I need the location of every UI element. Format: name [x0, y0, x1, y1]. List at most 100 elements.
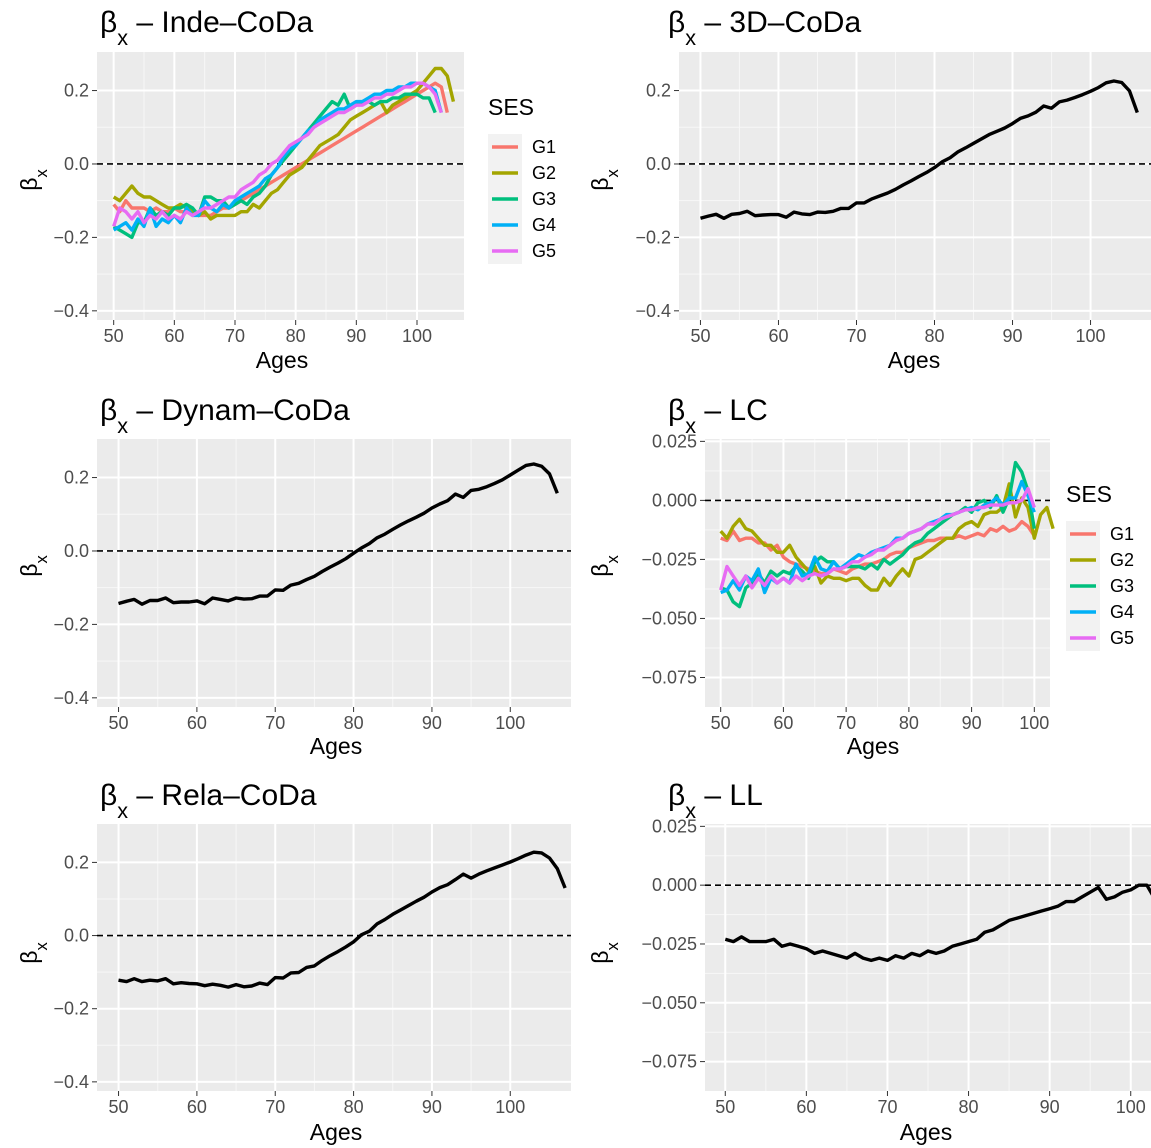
legend-label-g4: G4: [1110, 602, 1134, 622]
chart-title-text: – Dynam–CoDa: [128, 394, 350, 427]
x-tick-label: 90: [1040, 1097, 1060, 1117]
legend-label-g5: G5: [532, 241, 556, 261]
y-axis-label-subscript: x: [32, 942, 51, 951]
chart-title: βx – LL: [668, 779, 763, 823]
chart-title-subscript: x: [117, 25, 128, 50]
chart-title-subscript: x: [685, 413, 696, 438]
chart-title: βx – 3D–CoDa: [668, 6, 861, 50]
chart-title-text: – Rela–CoDa: [128, 779, 317, 812]
plot-panel: [97, 824, 571, 1091]
legend-label-g2: G2: [532, 163, 556, 183]
chart-title: βx – Rela–CoDa: [100, 779, 317, 823]
x-axis-label: Ages: [256, 347, 308, 373]
x-tick-label: 70: [877, 1097, 897, 1117]
series-line-g5: [112, 81, 443, 227]
x-tick-label: 80: [344, 713, 364, 733]
y-tick-label: 0.2: [646, 81, 671, 101]
chart-title-subscript: x: [685, 798, 696, 823]
x-tick-label: 70: [225, 326, 245, 346]
series-line-g1: [112, 81, 449, 218]
y-tick-label: −0.025: [641, 934, 697, 954]
x-tick-label: 80: [924, 326, 944, 346]
x-axis-label: Ages: [847, 733, 899, 759]
y-axis-label: βx: [587, 942, 622, 964]
y-tick-label: −0.050: [641, 608, 697, 628]
y-tick-label: 0.0: [646, 154, 671, 174]
x-tick-label: 100: [1019, 713, 1049, 733]
x-axis-label: Ages: [310, 1119, 362, 1145]
chart-title: βx – LC: [668, 394, 768, 438]
series-line-g5: [719, 486, 1036, 591]
legend-label-g1: G1: [1110, 524, 1134, 544]
y-axis-label: βx: [16, 555, 51, 577]
x-tick-label: 60: [187, 1097, 207, 1117]
series-line: [700, 79, 1139, 221]
chart-title-symbol: β: [668, 394, 685, 427]
y-axis-label-subscript: x: [603, 555, 622, 564]
y-tick-label: −0.050: [641, 993, 697, 1013]
x-tick-label: 90: [1003, 326, 1023, 346]
chart-title-symbol: β: [100, 394, 117, 427]
x-tick-label: 100: [495, 1097, 525, 1117]
chart-title-symbol: β: [100, 779, 117, 812]
y-tick-label: −0.4: [53, 301, 89, 321]
x-tick-label: 90: [422, 713, 442, 733]
y-axis-label-symbol: β: [16, 951, 42, 964]
y-tick-label: 0.000: [652, 490, 697, 510]
chart-title: βx – Dynam–CoDa: [100, 394, 350, 438]
x-axis-label: Ages: [310, 733, 362, 759]
x-tick-label: 50: [104, 326, 124, 346]
y-tick-label: 0.025: [652, 816, 697, 836]
x-tick-label: 60: [768, 326, 788, 346]
plot-panel: [679, 52, 1151, 320]
y-axis-label-symbol: β: [16, 178, 42, 191]
x-tick-label: 70: [836, 713, 856, 733]
chart-title-text: – LL: [696, 779, 763, 812]
x-tick-label: 100: [402, 326, 432, 346]
x-tick-label: 90: [422, 1097, 442, 1117]
y-tick-label: −0.075: [641, 1052, 697, 1072]
legend-title: SES: [488, 94, 534, 120]
chart-title-symbol: β: [668, 6, 685, 39]
series-line: [118, 462, 559, 606]
chart-title-subscript: x: [685, 25, 696, 50]
x-tick-label: 50: [711, 713, 731, 733]
x-tick-label: 60: [796, 1097, 816, 1117]
y-tick-label: −0.4: [53, 1072, 89, 1092]
legend-label-g2: G2: [1110, 550, 1134, 570]
y-tick-label: 0.0: [64, 541, 89, 561]
x-tick-label: 60: [187, 713, 207, 733]
chart-title-subscript: x: [117, 413, 128, 438]
series-line-g2: [112, 66, 456, 221]
y-axis-label-subscript: x: [32, 555, 51, 564]
y-tick-label: 0.2: [64, 468, 89, 488]
x-tick-label: 50: [109, 713, 129, 733]
series-line: [724, 883, 1151, 963]
legend-title: SES: [1066, 481, 1112, 507]
y-tick-label: −0.4: [53, 688, 89, 708]
y-axis-label-symbol: β: [16, 564, 42, 577]
x-axis-label: Ages: [888, 347, 940, 373]
legend-label-g4: G4: [532, 215, 556, 235]
y-tick-label: 0.0: [64, 926, 89, 946]
y-tick-label: −0.025: [641, 549, 697, 569]
y-axis-label: βx: [16, 169, 51, 191]
x-tick-label: 80: [899, 713, 919, 733]
y-axis-label-symbol: β: [587, 178, 613, 191]
legend-label-g3: G3: [532, 189, 556, 209]
y-axis-label: βx: [587, 169, 622, 191]
legend-label-g5: G5: [1110, 628, 1134, 648]
chart-title-subscript: x: [117, 798, 128, 823]
y-axis-label-symbol: β: [587, 564, 613, 577]
series-line-g2: [719, 482, 1055, 592]
legend-label-g3: G3: [1110, 576, 1134, 596]
chart-title-symbol: β: [100, 6, 117, 39]
y-tick-label: −0.2: [53, 999, 89, 1019]
x-tick-label: 80: [959, 1097, 979, 1117]
x-tick-label: 60: [164, 326, 184, 346]
